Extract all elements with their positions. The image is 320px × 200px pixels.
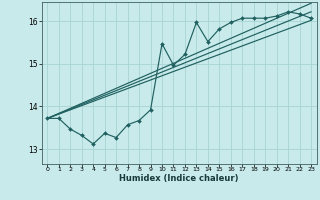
X-axis label: Humidex (Indice chaleur): Humidex (Indice chaleur)	[119, 174, 239, 183]
